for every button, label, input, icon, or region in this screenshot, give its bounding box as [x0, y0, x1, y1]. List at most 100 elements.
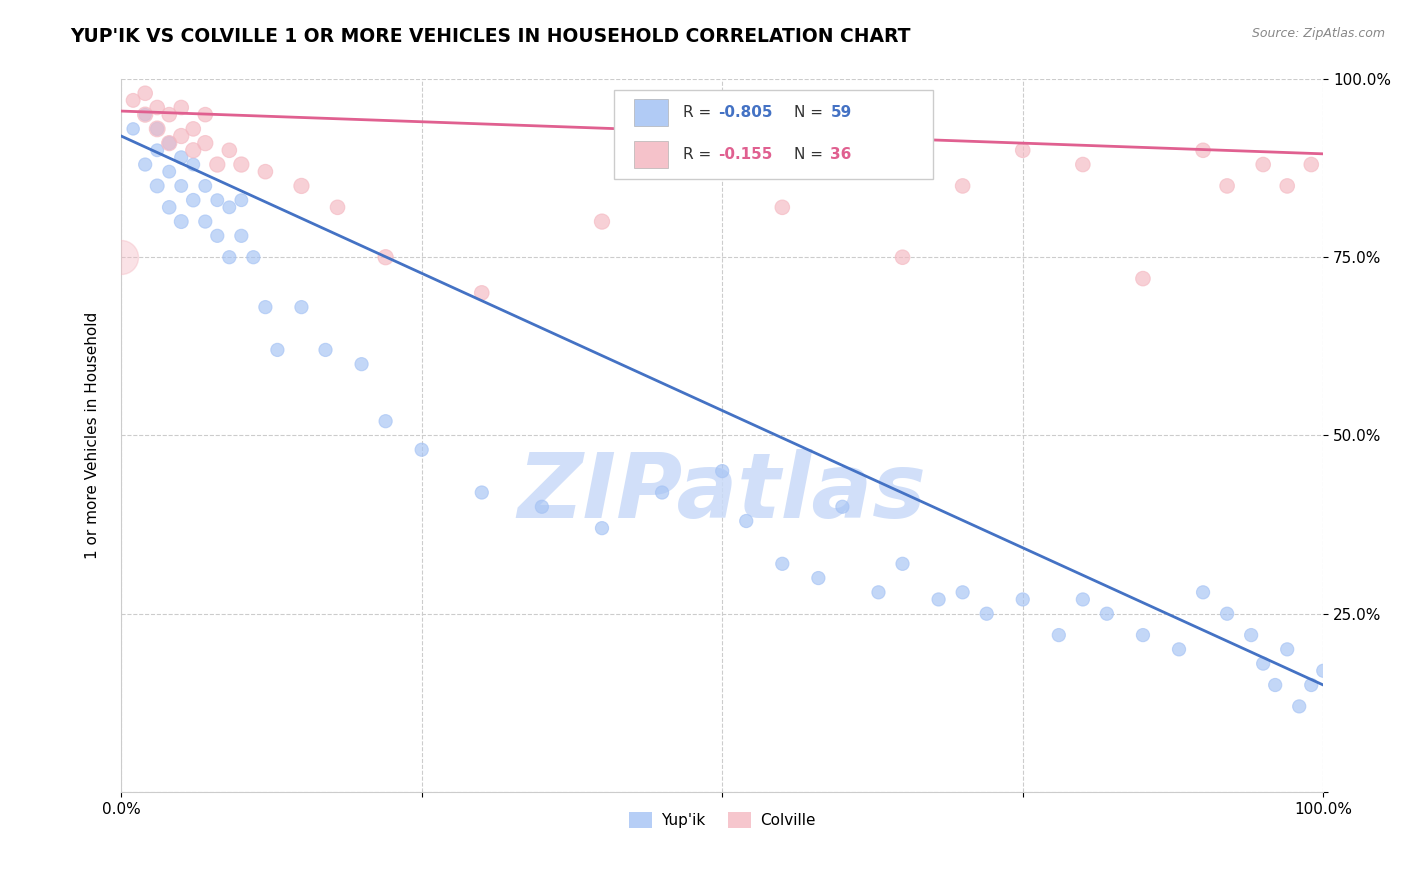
- Legend: Yup'ik, Colville: Yup'ik, Colville: [623, 806, 821, 834]
- Point: [134, 108, 156, 122]
- Point: [146, 178, 169, 193]
- Point: [1071, 592, 1094, 607]
- Point: [170, 178, 193, 193]
- Point: [1216, 607, 1239, 621]
- Point: [181, 121, 204, 136]
- Point: [290, 178, 312, 193]
- Point: [711, 464, 734, 478]
- Point: [254, 300, 277, 314]
- Point: [891, 557, 914, 571]
- Point: [207, 193, 229, 207]
- Point: [411, 442, 433, 457]
- Point: [928, 592, 950, 607]
- Point: [1277, 178, 1299, 193]
- Point: [591, 521, 613, 535]
- Point: [146, 121, 169, 136]
- Point: [157, 136, 180, 150]
- Point: [290, 300, 312, 314]
- Point: [218, 200, 240, 214]
- Point: [807, 571, 830, 585]
- Point: [254, 164, 277, 178]
- Point: [1168, 642, 1191, 657]
- Point: [207, 228, 229, 243]
- Point: [326, 200, 349, 214]
- Point: [1047, 628, 1070, 642]
- Point: [146, 143, 169, 157]
- Text: Source: ZipAtlas.com: Source: ZipAtlas.com: [1251, 27, 1385, 40]
- Point: [134, 108, 156, 122]
- Point: [1288, 699, 1310, 714]
- Point: [181, 193, 204, 207]
- Text: YUP'IK VS COLVILLE 1 OR MORE VEHICLES IN HOUSEHOLD CORRELATION CHART: YUP'IK VS COLVILLE 1 OR MORE VEHICLES IN…: [70, 27, 911, 45]
- Point: [530, 500, 553, 514]
- Point: [146, 101, 169, 115]
- Point: [651, 485, 673, 500]
- Point: [170, 150, 193, 164]
- Point: [134, 87, 156, 101]
- Point: [194, 214, 217, 228]
- Point: [1216, 178, 1239, 193]
- Text: 59: 59: [831, 104, 852, 120]
- Point: [157, 108, 180, 122]
- Text: R =: R =: [682, 147, 716, 162]
- Text: 36: 36: [831, 147, 852, 162]
- Text: ZIPatlas: ZIPatlas: [517, 449, 927, 536]
- Point: [591, 214, 613, 228]
- Text: R =: R =: [682, 104, 716, 120]
- Y-axis label: 1 or more Vehicles in Household: 1 or more Vehicles in Household: [86, 312, 100, 559]
- Text: -0.155: -0.155: [718, 147, 773, 162]
- Point: [952, 178, 974, 193]
- Point: [231, 228, 253, 243]
- Point: [181, 143, 204, 157]
- Text: N =: N =: [794, 104, 828, 120]
- Point: [868, 585, 890, 599]
- Point: [831, 500, 853, 514]
- Point: [194, 136, 217, 150]
- Point: [207, 157, 229, 171]
- Point: [1251, 657, 1274, 671]
- Point: [1301, 157, 1323, 171]
- Point: [231, 157, 253, 171]
- Point: [157, 136, 180, 150]
- Point: [1251, 157, 1274, 171]
- Point: [471, 485, 494, 500]
- Point: [181, 157, 204, 171]
- Point: [1264, 678, 1286, 692]
- Point: [1301, 678, 1323, 692]
- Point: [122, 121, 145, 136]
- Point: [170, 214, 193, 228]
- Point: [194, 108, 217, 122]
- Point: [952, 585, 974, 599]
- FancyBboxPatch shape: [614, 90, 932, 178]
- Point: [374, 414, 396, 428]
- Point: [194, 178, 217, 193]
- Point: [374, 250, 396, 264]
- Point: [471, 285, 494, 300]
- Point: [1095, 607, 1118, 621]
- Point: [891, 250, 914, 264]
- Point: [1192, 585, 1215, 599]
- FancyBboxPatch shape: [634, 141, 668, 168]
- Point: [266, 343, 288, 357]
- FancyBboxPatch shape: [634, 99, 668, 126]
- Point: [315, 343, 337, 357]
- Point: [1071, 157, 1094, 171]
- Point: [242, 250, 264, 264]
- Point: [1132, 628, 1154, 642]
- Point: [770, 200, 793, 214]
- Point: [976, 607, 998, 621]
- Point: [218, 250, 240, 264]
- Point: [1192, 143, 1215, 157]
- Point: [157, 200, 180, 214]
- Point: [1312, 664, 1334, 678]
- Point: [231, 193, 253, 207]
- Point: [1011, 143, 1033, 157]
- Point: [350, 357, 373, 371]
- Point: [1240, 628, 1263, 642]
- Point: [110, 250, 132, 264]
- Point: [170, 101, 193, 115]
- Point: [770, 557, 793, 571]
- Point: [122, 94, 145, 108]
- Text: -0.805: -0.805: [718, 104, 773, 120]
- Point: [831, 157, 853, 171]
